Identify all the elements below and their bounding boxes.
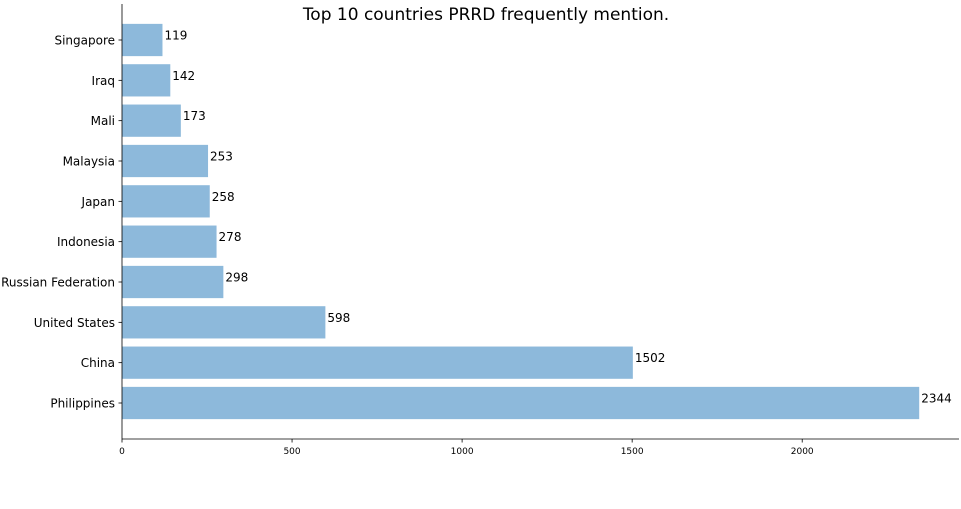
bar-china bbox=[122, 346, 633, 379]
value-label-china: 1502 bbox=[635, 351, 666, 365]
x-tick-label-0: 0 bbox=[119, 447, 125, 457]
bar-japan bbox=[122, 185, 210, 218]
x-tick-label-500: 500 bbox=[283, 447, 300, 457]
value-label-philippines: 2344 bbox=[921, 392, 952, 406]
category-label-indonesia: Indonesia bbox=[57, 235, 115, 249]
value-label-united-states: 598 bbox=[327, 311, 350, 325]
category-label-malaysia: Malaysia bbox=[63, 155, 115, 169]
bar-indonesia bbox=[122, 225, 217, 258]
x-tick-label-1500: 1500 bbox=[621, 447, 644, 457]
value-label-mali: 173 bbox=[183, 109, 206, 123]
bar-singapore bbox=[122, 23, 163, 57]
bars-layer bbox=[122, 23, 920, 420]
bar-iraq bbox=[122, 64, 171, 97]
category-label-china: China bbox=[81, 356, 115, 370]
bar-malaysia bbox=[122, 144, 209, 178]
value-label-indonesia: 278 bbox=[219, 230, 242, 244]
value-label-russian-federation: 298 bbox=[225, 271, 248, 285]
value-label-singapore: 119 bbox=[164, 29, 187, 43]
ticks-layer: 0 500 1000 1500 2000 bbox=[118, 39, 814, 457]
bar-philippines bbox=[122, 386, 920, 420]
category-label-singapore: Singapore bbox=[54, 34, 115, 48]
category-label-japan: Japan bbox=[81, 195, 115, 209]
value-label-malaysia: 253 bbox=[210, 150, 233, 164]
value-label-iraq: 142 bbox=[172, 69, 195, 83]
bar-mali bbox=[122, 104, 181, 137]
category-label-iraq: Iraq bbox=[92, 74, 115, 88]
axes-layer bbox=[121, 4, 959, 440]
category-label-russian-federation: Russian Federation bbox=[1, 276, 115, 290]
category-label-mali: Mali bbox=[91, 114, 115, 128]
x-tick-label-2000: 2000 bbox=[791, 447, 814, 457]
chart-title: Top 10 countries PRRD frequently mention… bbox=[302, 5, 669, 25]
bar-united-states bbox=[122, 306, 326, 339]
x-tick-label-1000: 1000 bbox=[451, 447, 474, 457]
value-label-japan: 258 bbox=[212, 190, 235, 204]
category-label-philippines: Philippines bbox=[50, 397, 115, 411]
category-label-united-states: United States bbox=[34, 316, 115, 330]
bar-russian-federation bbox=[122, 265, 224, 299]
labels-layer: Singapore 119 Iraq 142 Mali 173 Malaysia 253 Jap… bbox=[1, 29, 952, 411]
